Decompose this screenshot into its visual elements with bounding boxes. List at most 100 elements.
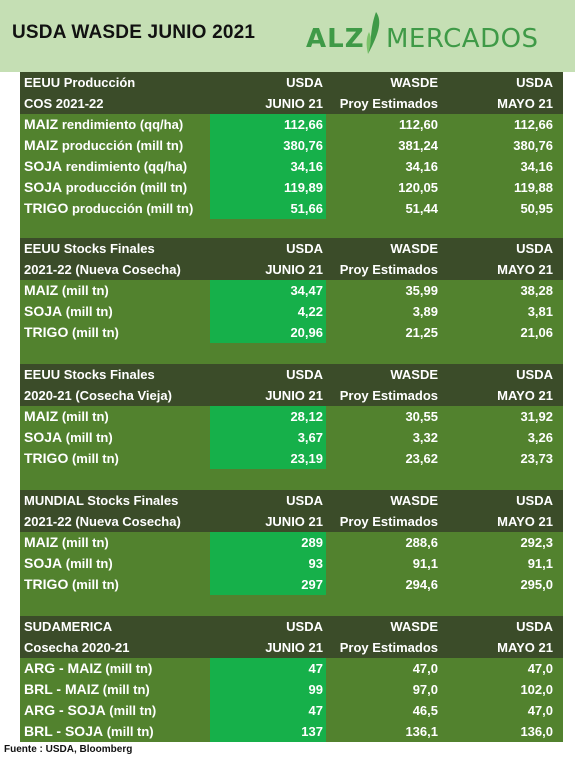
col-wasde-header: Proy Estimados — [339, 514, 438, 529]
row-label-metric: (mill tn) — [62, 556, 113, 571]
col-usda-may-header: MAYO 21 — [497, 262, 553, 277]
col-usda-may-header: MAYO 21 — [497, 96, 553, 111]
row-label-metric: producción (mill tn) — [62, 180, 188, 195]
header-bar: USDA WASDE JUNIO 2021 ALZ MERCADOS — [0, 0, 575, 72]
col-usda-jun-header: USDA — [286, 75, 323, 90]
value-usda-may: 47,0 — [527, 661, 553, 676]
row-label-metric: (mill tn) — [99, 682, 150, 697]
value-wasde: 34,16 — [405, 159, 438, 174]
value-wasde: 47,0 — [412, 661, 438, 676]
highlight-cell — [210, 135, 326, 156]
row-label: TRIGO (mill tn) — [24, 322, 119, 343]
value-usda-jun: 380,76 — [283, 138, 323, 153]
value-usda-may: 380,76 — [513, 138, 553, 153]
highlight-cell — [210, 156, 326, 177]
table-row: BRL - SOJA (mill tn) 137 136,1 136,0 — [20, 721, 563, 742]
row-label: MAIZ (mill tn) — [24, 406, 109, 427]
row-label-metric: (mill tn) — [58, 409, 109, 424]
value-usda-jun: 99 — [308, 682, 323, 697]
row-label-crop: MAIZ — [24, 282, 59, 298]
col-usda-jun-header: JUNIO 21 — [265, 262, 323, 277]
col-usda-jun-header: USDA — [286, 619, 323, 634]
value-wasde: 23,62 — [405, 451, 438, 466]
col-usda-may-header: USDA — [516, 241, 553, 256]
value-usda-may: 50,95 — [520, 201, 553, 216]
row-label: BRL - SOJA (mill tn) — [24, 721, 154, 742]
row-label: SOJA (mill tn) — [24, 301, 113, 322]
col-wasde-header: WASDE — [390, 75, 438, 90]
row-label-crop: SOJA — [24, 429, 63, 445]
table-row: SOJA producción (mill tn) 119,89 120,05 119… — [20, 177, 563, 198]
highlight-cell — [210, 427, 326, 448]
value-wasde: 46,5 — [412, 703, 438, 718]
value-usda-jun: 112,66 — [283, 117, 323, 132]
row-label: TRIGO (mill tn) — [24, 448, 119, 469]
source-note: Fuente : USDA, Bloomberg — [4, 744, 133, 755]
section-header-row: EEUU Producción USDA WASDE USDA — [20, 72, 563, 93]
leaf-icon — [366, 12, 380, 54]
value-usda-may: 21,06 — [520, 325, 553, 340]
row-label: SOJA rendimiento (qq/ha) — [24, 156, 187, 177]
row-label-metric: (mill tn) — [103, 724, 154, 739]
value-usda-may: 38,28 — [520, 283, 553, 298]
table-row: MAIZ (mill tn) 28,12 30,55 31,92 — [20, 406, 563, 427]
row-label: BRL - MAIZ (mill tn) — [24, 679, 150, 700]
section-label-header: COS 2021-22 — [24, 96, 104, 111]
section-label-header: SUDAMERICA — [24, 619, 113, 634]
col-usda-may-header: MAYO 21 — [497, 514, 553, 529]
col-wasde-header: Proy Estimados — [339, 96, 438, 111]
highlight-cell — [210, 553, 326, 574]
col-wasde-header: Proy Estimados — [339, 262, 438, 277]
row-label-crop: MAIZ — [24, 408, 59, 424]
section-header-row: 2021-22 (Nueva Cosecha) JUNIO 21 Proy Esti… — [20, 259, 563, 280]
section-label-header: Cosecha 2020-21 — [24, 640, 130, 655]
row-label-crop: SOJA — [24, 555, 63, 571]
col-usda-jun-header: JUNIO 21 — [265, 388, 323, 403]
table-row: MAIZ producción (mill tn) 380,76 381,24 380… — [20, 135, 563, 156]
row-label: MAIZ rendimiento (qq/ha) — [24, 114, 183, 135]
value-usda-may: 295,0 — [520, 577, 553, 592]
table-row: MAIZ rendimiento (qq/ha) 112,66 112,60 112,… — [20, 114, 563, 135]
table-row: MAIZ (mill tn) 34,47 35,99 38,28 — [20, 280, 563, 301]
value-usda-may: 23,73 — [520, 451, 553, 466]
row-label: ARG - SOJA (mill tn) — [24, 700, 156, 721]
page-title: USDA WASDE JUNIO 2021 — [12, 22, 256, 43]
row-label-crop: TRIGO — [24, 576, 69, 592]
value-usda-jun: 23,19 — [290, 451, 323, 466]
value-wasde: 30,55 — [405, 409, 438, 424]
table-row: TRIGO (mill tn) 23,19 23,62 23,73 — [20, 448, 563, 469]
value-wasde: 120,05 — [398, 180, 438, 195]
table-row: SOJA (mill tn) 93 91,1 91,1 — [20, 553, 563, 574]
section-header-row: COS 2021-22 JUNIO 21 Proy Estimados MAYO 21 — [20, 93, 563, 114]
table-row: TRIGO (mill tn) 20,96 21,25 21,06 — [20, 322, 563, 343]
section-header-row: EEUU Stocks Finales USDA WASDE USDA — [20, 364, 563, 385]
table-row: SOJA (mill tn) 4,22 3,89 3,81 — [20, 301, 563, 322]
value-wasde: 35,99 — [405, 283, 438, 298]
value-usda-jun: 297 — [301, 577, 323, 592]
table-row: SOJA (mill tn) 3,67 3,32 3,26 — [20, 427, 563, 448]
row-label-crop: ARG - MAIZ — [24, 660, 102, 676]
col-wasde-header: WASDE — [390, 619, 438, 634]
row-label-crop: TRIGO — [24, 450, 69, 466]
value-usda-jun: 47 — [308, 703, 323, 718]
highlight-cell — [210, 532, 326, 553]
row-label-crop: SOJA — [24, 158, 63, 174]
row-label-metric: (mill tn) — [68, 325, 119, 340]
value-wasde: 97,0 — [412, 682, 438, 697]
col-usda-may-header: USDA — [516, 619, 553, 634]
col-usda-jun-header: USDA — [286, 493, 323, 508]
row-label-metric: producción (mill tn) — [68, 201, 194, 216]
logo-text-right: MERCADOS — [386, 24, 539, 54]
value-usda-jun: 289 — [301, 535, 323, 550]
highlight-cell — [210, 574, 326, 595]
row-label-metric: (mill tn) — [58, 283, 109, 298]
row-label-metric: (mill tn) — [58, 535, 109, 550]
table-row: TRIGO producción (mill tn) 51,66 51,44 50,9… — [20, 198, 563, 219]
row-label-metric: (mill tn) — [68, 577, 119, 592]
row-label-metric: (mill tn) — [101, 661, 153, 676]
col-usda-jun-header: JUNIO 21 — [265, 96, 323, 111]
col-usda-jun-header: JUNIO 21 — [265, 640, 323, 655]
row-label: MAIZ (mill tn) — [24, 280, 109, 301]
col-usda-may-header: MAYO 21 — [497, 388, 553, 403]
table-row: SOJA rendimiento (qq/ha) 34,16 34,16 34,16 — [20, 156, 563, 177]
